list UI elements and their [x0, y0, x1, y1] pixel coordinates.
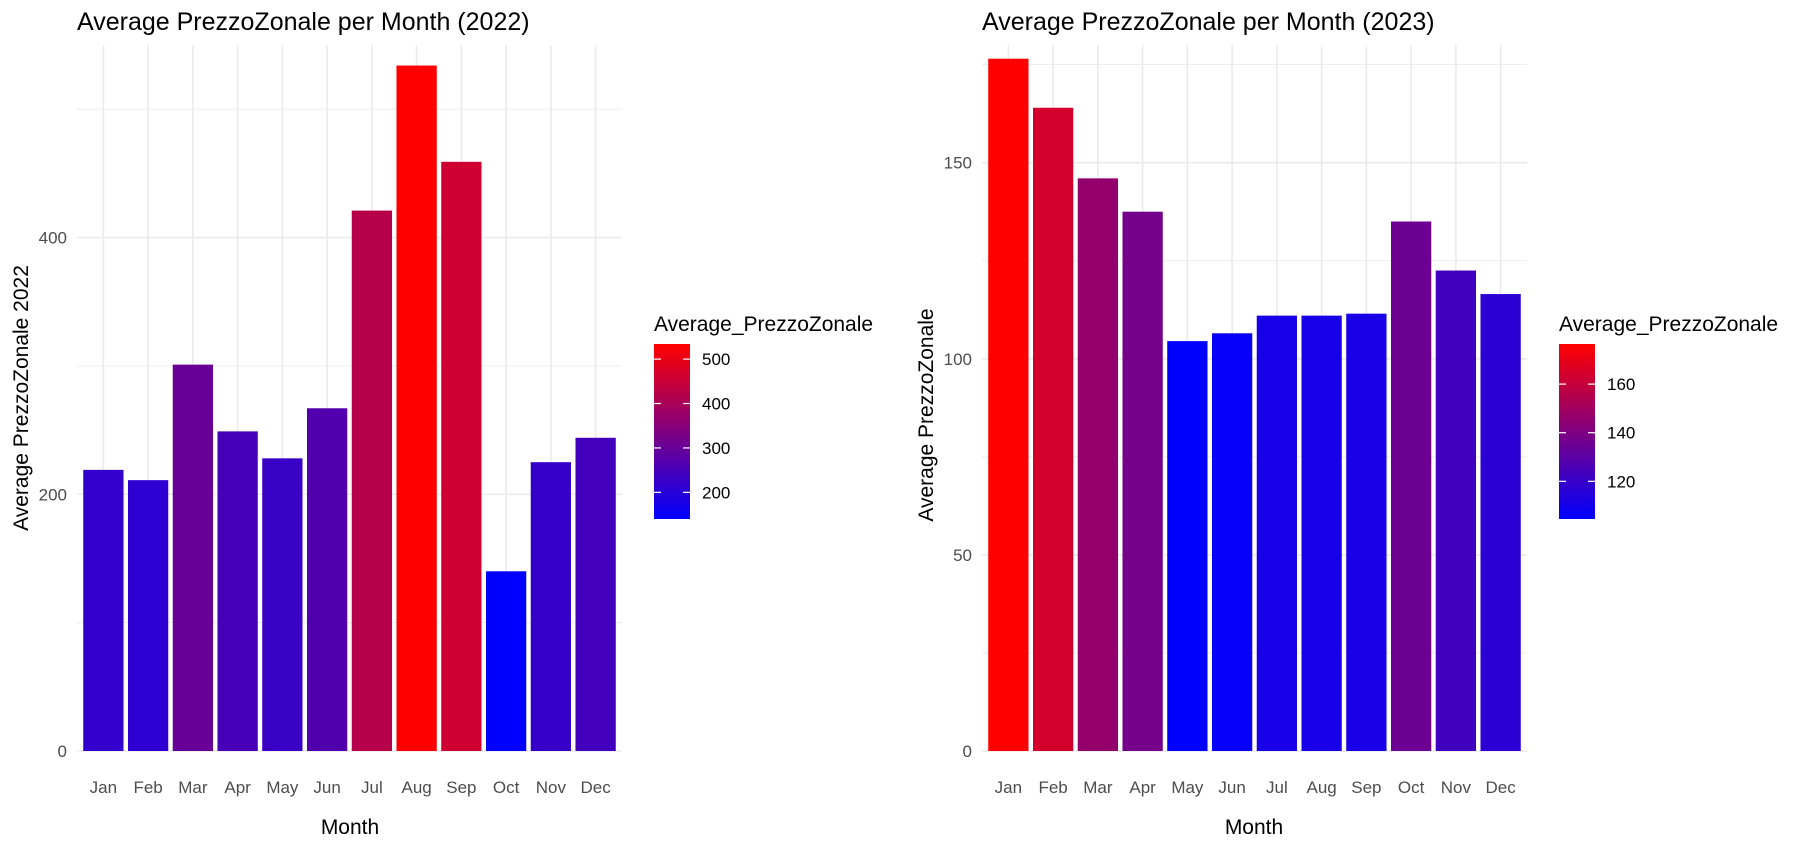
legend-tick-label: 160 [1607, 375, 1635, 394]
bar-jun [1211, 333, 1253, 751]
x-tick-label: Feb [133, 778, 162, 797]
x-tick-label: Feb [1038, 778, 1067, 797]
legend-tick-label: 140 [1607, 424, 1635, 443]
y-tick-label: 400 [39, 229, 67, 248]
x-tick-labels-2022: Jan Feb Mar Apr May Jun Jul Aug Sep Oct Nov Dec [90, 778, 612, 797]
bar-aug [396, 65, 437, 751]
y-axis-title-2023: Average PrezzoZonale [915, 308, 938, 521]
x-tick-label: Jul [1266, 778, 1288, 797]
x-axis-title-2022: Month [321, 816, 379, 839]
bar-sep [1346, 313, 1387, 751]
bar-jan [988, 58, 1029, 751]
legend-2023: Average_PrezzoZonale 120 140 160 [1559, 313, 1778, 519]
chart-panel-2023: Average PrezzoZonale per Month (2023) 0 5… [915, 8, 1778, 839]
x-tick-label: May [1171, 778, 1204, 797]
legend-2022: Average_PrezzoZonale 200 300 400 500 [654, 313, 873, 519]
x-tick-label: Nov [1441, 778, 1472, 797]
bar-mar [1077, 178, 1119, 751]
legend-title-2023: Average_PrezzoZonale [1559, 313, 1778, 336]
y-axis-title-2022: Average PrezzoZonale 2022 [10, 265, 33, 531]
bar-feb [1032, 107, 1074, 751]
bar-jul [351, 210, 393, 751]
y-tick-labels-2022: 0 200 400 [39, 229, 67, 761]
bar-mar [172, 364, 214, 751]
y-tick-label: 200 [39, 485, 67, 504]
x-tick-label: Apr [224, 778, 251, 797]
legend-tick-label: 300 [702, 439, 730, 458]
x-tick-label: Jan [90, 778, 117, 797]
x-tick-label: Oct [493, 778, 520, 797]
y-tick-label: 150 [944, 154, 972, 173]
x-tick-label: Oct [1398, 778, 1425, 797]
y-tick-label: 100 [944, 350, 972, 369]
legend-tick-label: 120 [1607, 472, 1635, 491]
x-tick-label: Apr [1129, 778, 1156, 797]
bar-jun [306, 408, 348, 751]
y-tick-labels-2023: 0 50 100 150 [944, 154, 972, 761]
bar-apr [1122, 211, 1163, 751]
x-tick-label: Jan [995, 778, 1022, 797]
bars-2023 [988, 58, 1521, 751]
legend-tick-label: 200 [702, 483, 730, 502]
y-tick-label: 0 [963, 742, 972, 761]
x-tick-label: Dec [581, 778, 612, 797]
x-tick-label: Nov [536, 778, 567, 797]
x-tick-label: Sep [1351, 778, 1381, 797]
bar-feb [127, 480, 169, 751]
x-axis-title-2023: Month [1225, 816, 1283, 839]
legend-tick-label: 500 [702, 350, 730, 369]
y-tick-label: 0 [58, 742, 67, 761]
chart-title-2023: Average PrezzoZonale per Month (2023) [982, 8, 1435, 36]
bar-sep [441, 161, 482, 751]
legend-tick-label: 400 [702, 395, 730, 414]
bar-nov [1435, 270, 1477, 751]
bar-apr [217, 431, 258, 751]
chart-panel-2022: Average PrezzoZonale per Month (2022) 0 2… [10, 8, 873, 839]
x-tick-label: Mar [1083, 778, 1113, 797]
legend-colorbar [1559, 344, 1595, 519]
bar-jan [83, 469, 124, 751]
y-tick-label: 50 [953, 546, 972, 565]
bar-dec [1480, 294, 1521, 751]
chart-title-2022: Average PrezzoZonale per Month (2022) [77, 8, 530, 36]
x-tick-label: Jul [361, 778, 383, 797]
x-tick-label: Jun [1218, 778, 1245, 797]
bar-aug [1301, 315, 1342, 751]
bar-may [262, 458, 303, 751]
bars-2022 [83, 65, 616, 751]
x-tick-label: Aug [1307, 778, 1337, 797]
bar-nov [530, 462, 572, 751]
x-tick-label: May [266, 778, 299, 797]
x-tick-label: Dec [1486, 778, 1517, 797]
x-tick-label: Sep [446, 778, 476, 797]
x-tick-labels-2023: Jan Feb Mar Apr May Jun Jul Aug Sep Oct Nov Dec [995, 778, 1517, 797]
bar-jul [1256, 315, 1298, 751]
bar-may [1167, 341, 1208, 751]
x-tick-label: Aug [402, 778, 432, 797]
bar-oct [485, 571, 527, 751]
bar-dec [575, 437, 616, 751]
legend-colorbar [654, 344, 690, 519]
x-tick-label: Mar [178, 778, 208, 797]
x-tick-label: Jun [313, 778, 340, 797]
bar-oct [1390, 221, 1432, 751]
legend-title-2022: Average_PrezzoZonale [654, 313, 873, 336]
